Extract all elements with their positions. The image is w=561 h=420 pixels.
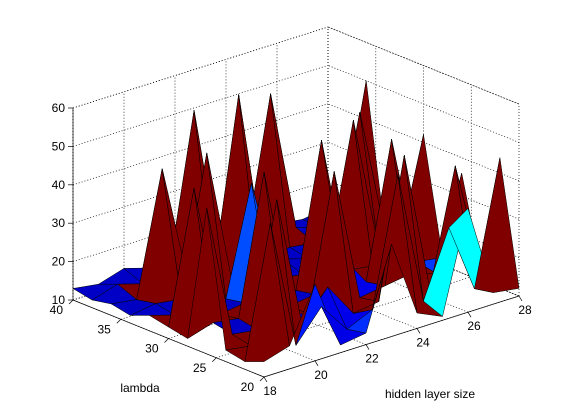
y-tick-label: 30 <box>145 342 159 356</box>
surface-patch <box>474 157 520 293</box>
z-tick-label: 20 <box>52 255 66 269</box>
y-tick-label: 40 <box>50 303 64 317</box>
grid-line <box>72 141 329 224</box>
grid-line <box>72 103 329 186</box>
z-tick-label: 40 <box>52 178 66 192</box>
x-tick-mark <box>314 360 319 366</box>
z-tick-label: 10 <box>52 293 66 307</box>
grid-line <box>327 65 520 143</box>
surface <box>72 80 520 363</box>
x-tick-mark <box>263 376 268 383</box>
y-tick-mark <box>259 376 265 382</box>
x-tick-mark <box>416 328 421 334</box>
grid-line <box>327 26 520 105</box>
grid-line <box>72 65 329 147</box>
z-tick-label: 60 <box>52 101 66 115</box>
y-tick-label: 20 <box>241 380 255 394</box>
y-tick-label: 35 <box>97 322 111 336</box>
x-tick-label: 20 <box>314 368 328 382</box>
grid-line <box>72 26 329 109</box>
y-tick-label: 25 <box>193 361 207 375</box>
z-tick-label: 50 <box>52 139 66 153</box>
axis-line <box>263 295 520 378</box>
y-axis-label: lambda <box>120 381 160 395</box>
y-tick-mark <box>164 338 169 343</box>
y-tick-mark <box>212 357 217 363</box>
x-tick-label: 26 <box>467 319 481 333</box>
x-tick-label: 28 <box>518 303 532 317</box>
x-tick-mark <box>365 344 370 350</box>
z-tick-label: 30 <box>52 216 66 230</box>
x-tick-mark <box>467 312 472 318</box>
x-tick-label: 18 <box>263 384 277 398</box>
y-tick-mark <box>116 319 122 324</box>
x-tick-label: 24 <box>416 335 430 349</box>
x-axis-label: hidden layer size <box>385 387 475 401</box>
y-tick-mark <box>68 299 74 305</box>
x-tick-mark <box>518 295 523 302</box>
x-tick-label: 22 <box>365 352 379 366</box>
